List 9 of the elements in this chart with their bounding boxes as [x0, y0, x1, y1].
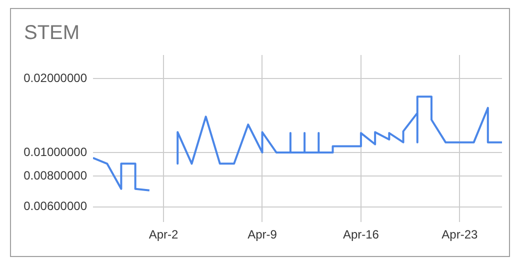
y-tick-label: 0.02000000	[24, 71, 88, 86]
y-tick-label: 0.00600000	[24, 199, 88, 214]
x-tick-label: Apr-9	[248, 228, 278, 242]
y-tick-label: 0.00800000	[24, 168, 88, 182]
x-tick-label: Apr-23	[442, 228, 478, 242]
x-tick-label: Apr-2	[148, 228, 179, 242]
y-tick-label: 0.01000000	[24, 144, 88, 159]
x-tick-label: Apr-16	[342, 228, 380, 242]
chart-title: STEM	[24, 22, 80, 44]
